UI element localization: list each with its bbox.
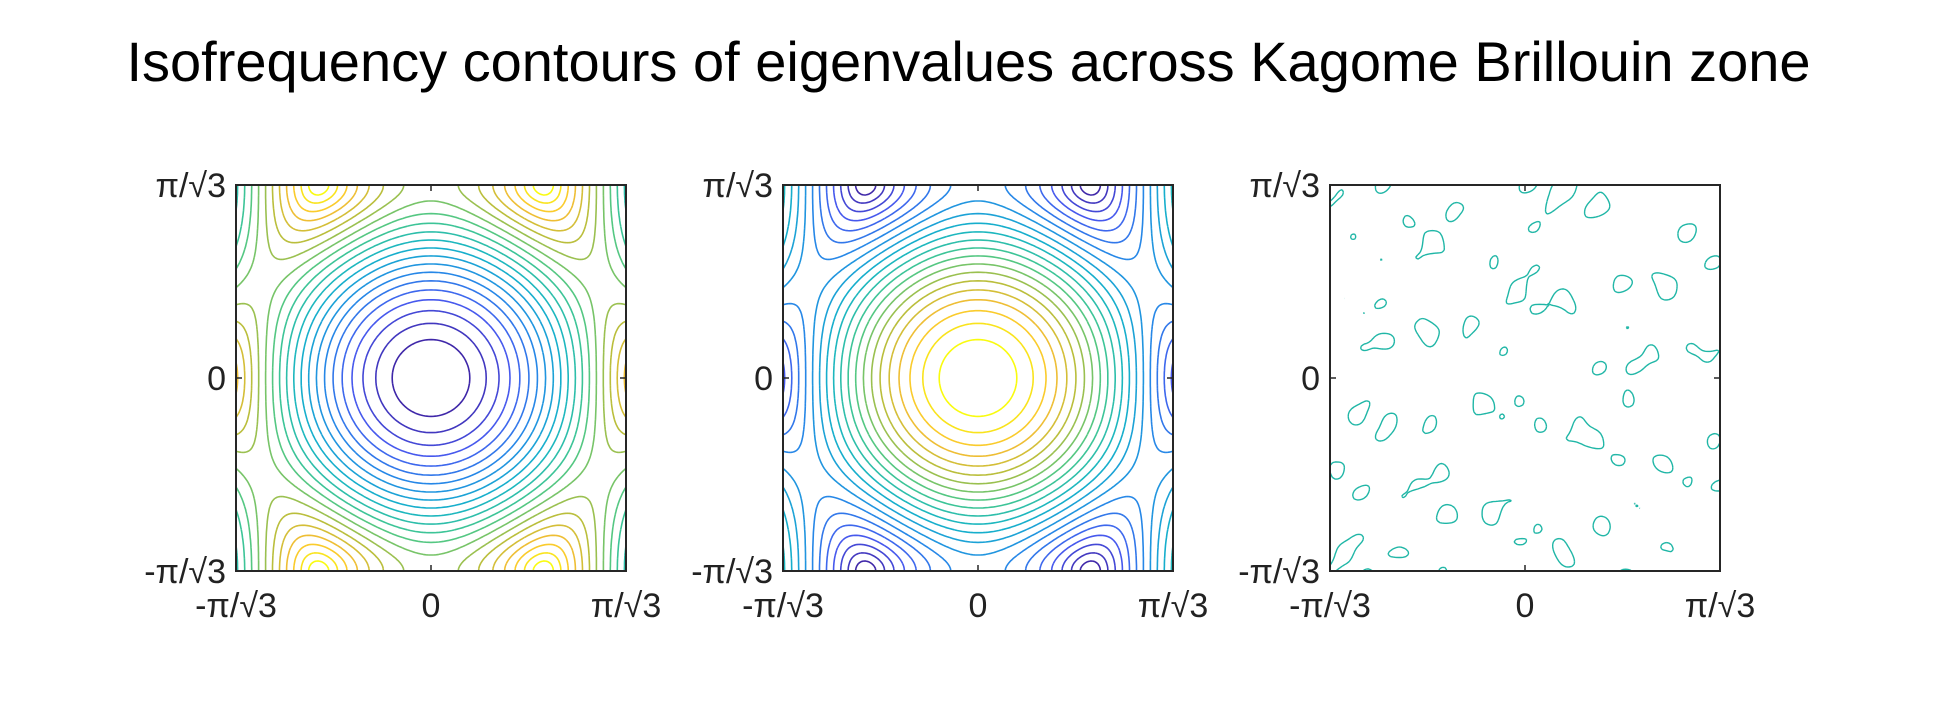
x-tick-label: -π/√3 bbox=[195, 587, 277, 625]
y-tick-label: 0 bbox=[1301, 360, 1320, 398]
contour-line bbox=[783, 185, 1173, 571]
contour-panel-band-2: -π/√3 0 π/√3 -π/√3 0 π/√3 bbox=[677, 160, 1237, 660]
contour-lines-band-1 bbox=[236, 185, 626, 571]
y-tick-label: -π/√3 bbox=[1238, 553, 1320, 591]
x-tick-label: 0 bbox=[1516, 587, 1535, 625]
figure-title: Isofrequency contours of eigenvalues acr… bbox=[126, 30, 1811, 93]
x-tick-label: -π/√3 bbox=[1289, 587, 1371, 625]
tick-labels: -π/√3 0 π/√3 -π/√3 0 π/√3 bbox=[144, 167, 661, 625]
contour-line bbox=[888, 289, 1068, 467]
x-tick-label: π/√3 bbox=[591, 587, 661, 625]
contour-line bbox=[847, 185, 1109, 571]
contour-line bbox=[315, 263, 547, 493]
contour-panel-band-1: -π/√3 0 π/√3 -π/√3 0 π/√3 bbox=[130, 160, 690, 660]
contour-lines-band-3 bbox=[1330, 185, 1720, 571]
contour-line bbox=[307, 185, 555, 571]
contour-line bbox=[783, 185, 1173, 571]
contour-line bbox=[236, 185, 626, 571]
contour-line bbox=[783, 185, 1173, 571]
contour-lines-band-2 bbox=[783, 185, 1173, 571]
tick-marks bbox=[235, 184, 627, 572]
y-tick-label: 0 bbox=[754, 360, 773, 398]
tick-labels: -π/√3 0 π/√3 -π/√3 0 π/√3 bbox=[691, 167, 1208, 625]
contour-line bbox=[839, 185, 1117, 571]
y-tick-label: -π/√3 bbox=[691, 553, 773, 591]
contour-line bbox=[300, 247, 562, 509]
contour-line bbox=[236, 185, 626, 571]
contour-line bbox=[375, 322, 487, 434]
x-tick-label: π/√3 bbox=[1685, 587, 1755, 625]
contour-line bbox=[1330, 185, 1720, 571]
contour-line bbox=[854, 255, 1102, 501]
contour-line bbox=[300, 185, 562, 571]
contour-line bbox=[922, 322, 1034, 434]
contour-line bbox=[236, 185, 626, 571]
contour-line bbox=[898, 299, 1058, 457]
contour-panel-band-3: -π/√3 0 π/√3 -π/√3 0 π/√3 bbox=[1224, 160, 1784, 660]
contour-line bbox=[236, 185, 626, 571]
contour-line bbox=[236, 185, 626, 571]
contour-plot-band-2: -π/√3 0 π/√3 -π/√3 0 π/√3 bbox=[691, 167, 1208, 625]
x-tick-label: π/√3 bbox=[1138, 587, 1208, 625]
contour-line bbox=[783, 185, 1173, 571]
contour-line bbox=[307, 255, 555, 501]
contour-line bbox=[323, 271, 539, 485]
contour-line bbox=[292, 185, 570, 571]
y-tick-label: π/√3 bbox=[703, 167, 773, 205]
tick-marks bbox=[1329, 184, 1721, 572]
contour-line bbox=[351, 299, 511, 457]
contour-line bbox=[362, 309, 500, 447]
y-tick-label: π/√3 bbox=[1250, 167, 1320, 205]
contour-line bbox=[236, 185, 626, 571]
contour-line bbox=[391, 338, 471, 418]
contour-line bbox=[909, 309, 1047, 447]
contour-line bbox=[854, 185, 1102, 571]
contour-line bbox=[783, 185, 1173, 571]
contour-line bbox=[840, 239, 1116, 517]
x-tick-label: 0 bbox=[969, 587, 988, 625]
contour-line bbox=[938, 338, 1018, 418]
axes-frame bbox=[1329, 184, 1721, 572]
x-tick-label: 0 bbox=[422, 587, 441, 625]
contour-line bbox=[293, 239, 569, 517]
contour-line bbox=[332, 280, 530, 476]
contour-line bbox=[870, 271, 1086, 485]
contour-line bbox=[783, 185, 1173, 571]
y-tick-label: 0 bbox=[207, 360, 226, 398]
contour-plot-band-3: -π/√3 0 π/√3 -π/√3 0 π/√3 bbox=[1238, 167, 1755, 625]
contour-line bbox=[862, 263, 1094, 493]
tick-labels: -π/√3 0 π/√3 -π/√3 0 π/√3 bbox=[1238, 167, 1755, 625]
x-tick-label: -π/√3 bbox=[742, 587, 824, 625]
contour-plot-band-1: -π/√3 0 π/√3 -π/√3 0 π/√3 bbox=[144, 167, 661, 625]
y-tick-label: π/√3 bbox=[156, 167, 226, 205]
contour-line bbox=[341, 289, 521, 467]
tick-marks bbox=[782, 184, 1174, 572]
contour-line bbox=[847, 247, 1109, 509]
contour-line bbox=[879, 280, 1077, 476]
y-tick-label: -π/√3 bbox=[144, 553, 226, 591]
